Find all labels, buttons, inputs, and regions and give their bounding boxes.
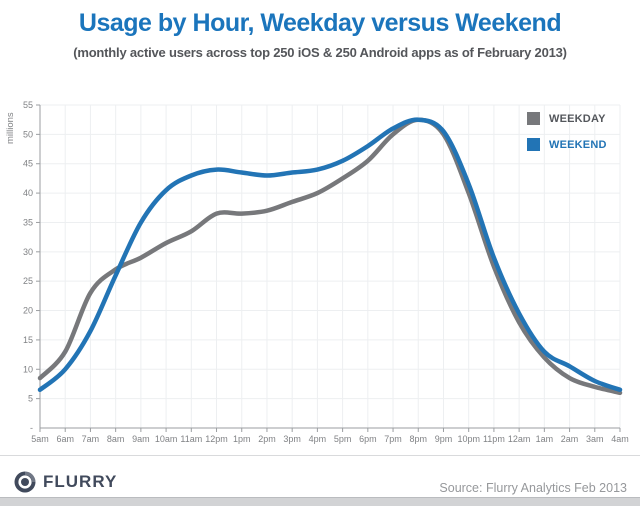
svg-text:7am: 7am	[82, 434, 100, 444]
svg-text:40: 40	[23, 188, 33, 198]
weekday-swatch-icon	[527, 112, 540, 125]
svg-text:12pm: 12pm	[205, 434, 228, 444]
flurry-logo: FLURRY	[13, 470, 117, 494]
svg-text:9pm: 9pm	[435, 434, 453, 444]
svg-text:6pm: 6pm	[359, 434, 377, 444]
svg-text:12am: 12am	[508, 434, 531, 444]
svg-text:30: 30	[23, 247, 33, 257]
svg-text:6am: 6am	[56, 434, 74, 444]
svg-text:8am: 8am	[107, 434, 125, 444]
flurry-logo-icon	[13, 470, 37, 494]
source-credit: Source: Flurry Analytics Feb 2013	[439, 481, 627, 495]
chart-legend: WEEKDAY WEEKEND	[527, 112, 607, 164]
svg-text:3am: 3am	[586, 434, 604, 444]
svg-text:9am: 9am	[132, 434, 150, 444]
usage-by-hour-chart: 5 10 15 20 25 30 35 40 45 50 55 -5am 6am 7am 8am 9am 10a…	[0, 92, 640, 452]
svg-text:5am: 5am	[31, 434, 49, 444]
svg-text:millions: millions	[5, 112, 16, 144]
svg-text:10am: 10am	[155, 434, 178, 444]
footer-divider	[0, 455, 640, 456]
svg-text:50: 50	[23, 129, 33, 139]
legend-item-weekend: WEEKEND	[527, 138, 607, 151]
line-chart-canvas: 5 10 15 20 25 30 35 40 45 50 55 -5am 6am 7am 8am 9am 10a…	[5, 100, 629, 444]
svg-text:2pm: 2pm	[258, 434, 276, 444]
svg-text:1pm: 1pm	[233, 434, 251, 444]
svg-text:25: 25	[23, 276, 33, 286]
svg-text:15: 15	[23, 335, 33, 345]
svg-text:4am: 4am	[611, 434, 629, 444]
svg-text:55: 55	[23, 100, 33, 110]
svg-text:11pm: 11pm	[483, 434, 505, 444]
weekend-swatch-icon	[527, 138, 540, 151]
svg-text:3pm: 3pm	[283, 434, 301, 444]
legend-label-weekday: WEEKDAY	[549, 112, 606, 125]
svg-text:8pm: 8pm	[410, 434, 428, 444]
svg-text:5: 5	[28, 394, 33, 404]
flurry-wordmark: FLURRY	[43, 472, 118, 491]
legend-label-weekend: WEEKEND	[549, 138, 607, 151]
page-subtitle: (monthly active users across top 250 iOS…	[73, 45, 567, 60]
svg-text:10: 10	[23, 364, 33, 374]
svg-text:1am: 1am	[536, 434, 554, 444]
svg-text:2am: 2am	[561, 434, 579, 444]
svg-text:20: 20	[23, 306, 33, 316]
legend-item-weekday: WEEKDAY	[527, 112, 607, 125]
chart-header: Usage by Hour, Weekday versus Weekend (m…	[0, 0, 640, 60]
page-title: Usage by Hour, Weekday versus Weekend	[78, 9, 562, 37]
svg-text:11am: 11am	[180, 434, 202, 444]
svg-text:7pm: 7pm	[384, 434, 402, 444]
svg-text:-: -	[30, 423, 33, 433]
svg-text:35: 35	[23, 217, 33, 227]
svg-text:4pm: 4pm	[309, 434, 327, 444]
svg-text:5pm: 5pm	[334, 434, 352, 444]
bottom-edge-strip	[0, 497, 640, 506]
svg-text:10pm: 10pm	[457, 434, 480, 444]
svg-text:45: 45	[23, 159, 33, 169]
